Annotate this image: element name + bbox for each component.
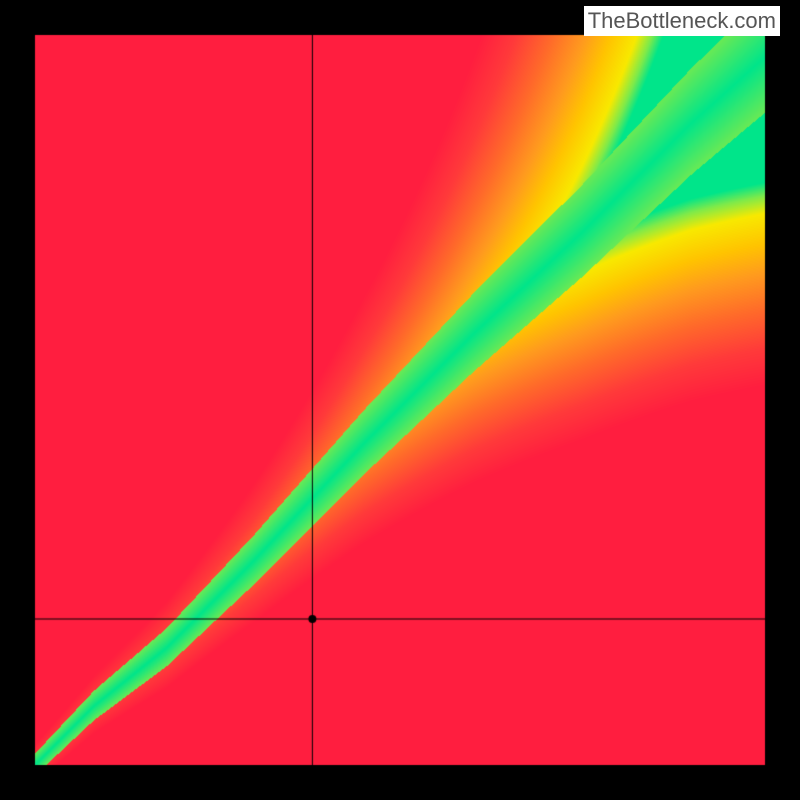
watermark-label: TheBottleneck.com <box>584 6 780 36</box>
bottleneck-heatmap <box>0 0 800 800</box>
chart-container: TheBottleneck.com <box>0 0 800 800</box>
